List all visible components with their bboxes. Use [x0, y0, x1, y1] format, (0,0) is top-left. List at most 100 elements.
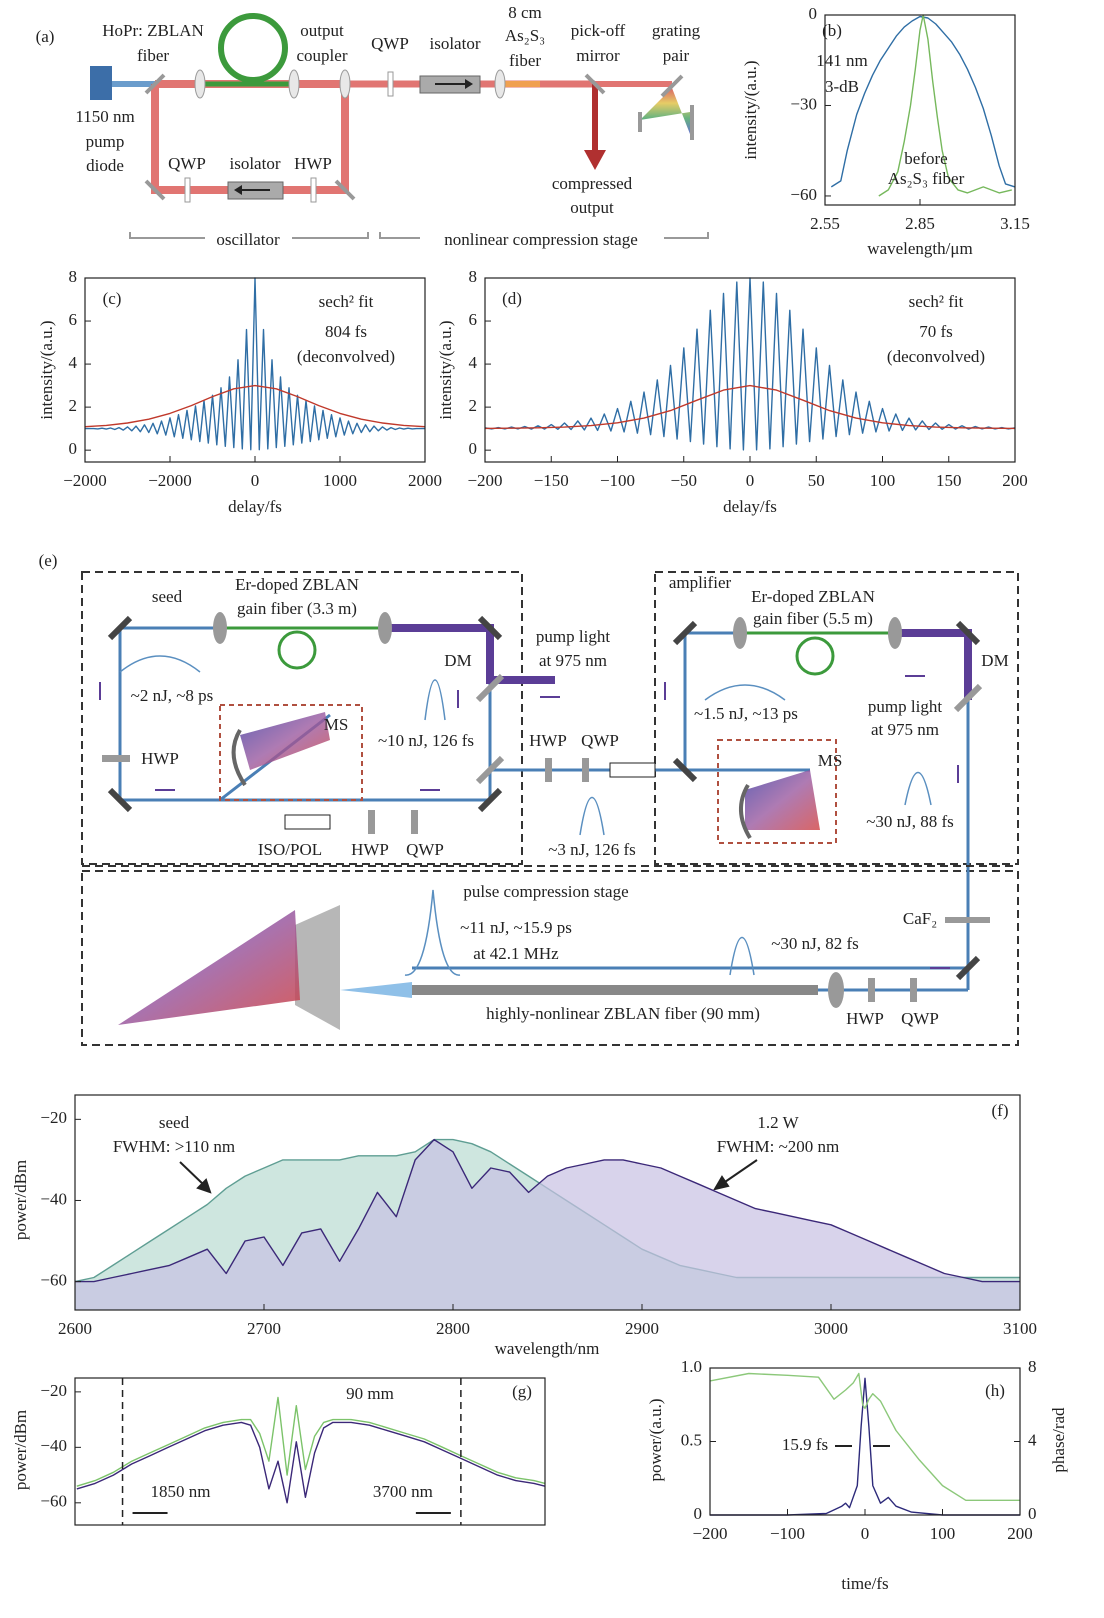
annotation: FWHM: >110 nm — [113, 1137, 235, 1156]
x-tick-label: −2000 — [148, 471, 192, 490]
diagram-text: at 42.1 MHz — [473, 944, 559, 963]
diagram-text: gain fiber (5.5 m) — [753, 609, 873, 628]
panel-label: (b) — [822, 21, 842, 40]
dispersed-output — [118, 910, 300, 1025]
x-tick-label: −200 — [692, 1524, 727, 1543]
dispersion — [745, 770, 820, 830]
x-tick-label: 100 — [870, 471, 896, 490]
diagram-text: pump light — [536, 627, 610, 646]
x-tick-label: −50 — [670, 471, 697, 490]
y-tick-label: 0 — [809, 4, 818, 23]
y-tick-label: 0 — [69, 439, 78, 458]
panel-label: (a) — [36, 27, 55, 46]
annotation: seed — [159, 1113, 190, 1132]
x-axis-title: delay/fs — [723, 497, 777, 516]
diagram-text: MS — [818, 751, 843, 770]
x-tick-label: 3000 — [814, 1319, 848, 1338]
diagram-text: fiber — [137, 46, 169, 65]
lenses — [213, 612, 902, 1008]
diagram-text: isolator — [430, 34, 481, 53]
diagram-text: diode — [86, 156, 124, 175]
diagram-text: pick-off — [571, 21, 626, 40]
diagram-text: HWP — [294, 154, 332, 173]
y-axis-title: intensity/(a.u.) — [436, 320, 455, 419]
x-tick-label: 2.85 — [905, 214, 935, 233]
x-tick-label: 0 — [746, 471, 755, 490]
annotation: 1.2 W — [757, 1113, 799, 1132]
x-tick-label: 2800 — [436, 1319, 470, 1338]
line — [878, 14, 1012, 197]
panel-label: (d) — [502, 289, 522, 308]
diagram-text: QWP — [371, 34, 409, 53]
y-tick-label: 0 — [469, 439, 478, 458]
diagram-text: ~11 nJ, ~15.9 ps — [460, 918, 572, 937]
y-tick-label: 6 — [469, 310, 478, 329]
isolator — [284, 814, 331, 830]
x-tick-label: 3100 — [1003, 1319, 1037, 1338]
diagram-e — [81, 571, 1019, 1046]
lenses — [194, 69, 506, 99]
diagram-text: ~30 nJ, 82 fs — [771, 934, 859, 953]
y-tick-label: 1.0 — [681, 1357, 702, 1376]
x-tick-label: 50 — [808, 471, 825, 490]
diagram-text: grating — [652, 21, 701, 40]
line — [84, 384, 426, 428]
diagram-text: QWP — [901, 1009, 939, 1028]
y2-tick-label: 4 — [1028, 1430, 1037, 1449]
x-axis-title: time/fs — [841, 1574, 888, 1593]
y-tick-label: 2 — [469, 396, 478, 415]
annotation: before — [904, 149, 947, 168]
y-tick-label: −40 — [40, 1436, 67, 1455]
diagram-text: isolator — [230, 154, 281, 173]
diagram-text: DM — [444, 651, 471, 670]
x-tick-label: 2600 — [58, 1319, 92, 1338]
cavity-beam — [151, 80, 349, 194]
diagram-text: pump — [86, 132, 125, 151]
x-tick-label: −100 — [770, 1524, 805, 1543]
panel-label: (g) — [512, 1382, 532, 1401]
annotation: (deconvolved) — [887, 347, 985, 366]
line — [709, 1372, 1020, 1501]
diagram-text: QWP — [406, 840, 444, 859]
y-tick-label: −60 — [40, 1271, 67, 1290]
annotation: 804 fs — [325, 322, 367, 341]
plot-frame — [709, 1367, 1021, 1516]
y-tick-label: 6 — [69, 310, 78, 329]
y-tick-label: −20 — [40, 1108, 67, 1127]
x-tick-label: 0 — [251, 471, 260, 490]
annotation: 3-dB — [825, 77, 859, 96]
stage-boxes — [81, 571, 1019, 1046]
diagram-text: highly-nonlinear ZBLAN fiber (90 mm) — [486, 1004, 760, 1023]
x-tick-label: 2700 — [247, 1319, 281, 1338]
y-axis-title: intensity/(a.u.) — [37, 320, 56, 419]
brackets — [129, 232, 709, 239]
y-tick-label: −40 — [40, 1189, 67, 1208]
x-tick-label: 100 — [930, 1524, 956, 1543]
x-tick-label: −200 — [467, 471, 502, 490]
line — [76, 1396, 546, 1487]
x-tick-label: 150 — [936, 471, 962, 490]
y-tick-label: −60 — [40, 1492, 67, 1511]
x-tick-label: −100 — [600, 471, 635, 490]
line — [76, 1421, 546, 1504]
diagram-text: ISO/POL — [258, 840, 322, 859]
diagram-text: HWP — [529, 731, 567, 750]
line — [710, 1377, 1020, 1516]
diagram-text: fiber — [509, 51, 541, 70]
diagram-text: 8 cm — [508, 3, 542, 22]
y-tick-label: 4 — [469, 353, 478, 372]
diagram-text: ~10 nJ, 126 fs — [378, 731, 474, 750]
annotation: sech² fit — [319, 292, 374, 311]
diagram-text: oscillator — [216, 230, 280, 249]
diagram-text: compressed — [552, 174, 633, 193]
diagram-text: seed — [152, 587, 183, 606]
diagram-text: mirror — [576, 46, 620, 65]
prism — [295, 905, 340, 1030]
diagram-text: HWP — [351, 840, 389, 859]
diagram-text: Er-doped ZBLAN — [235, 575, 359, 594]
y-axis-title: power/dBm — [11, 1410, 30, 1490]
diagram-text: ~2 nJ, ~8 ps — [131, 686, 214, 705]
y-axis-title: power/dBm — [11, 1160, 30, 1240]
x-tick-label: 3.15 — [1000, 214, 1030, 233]
